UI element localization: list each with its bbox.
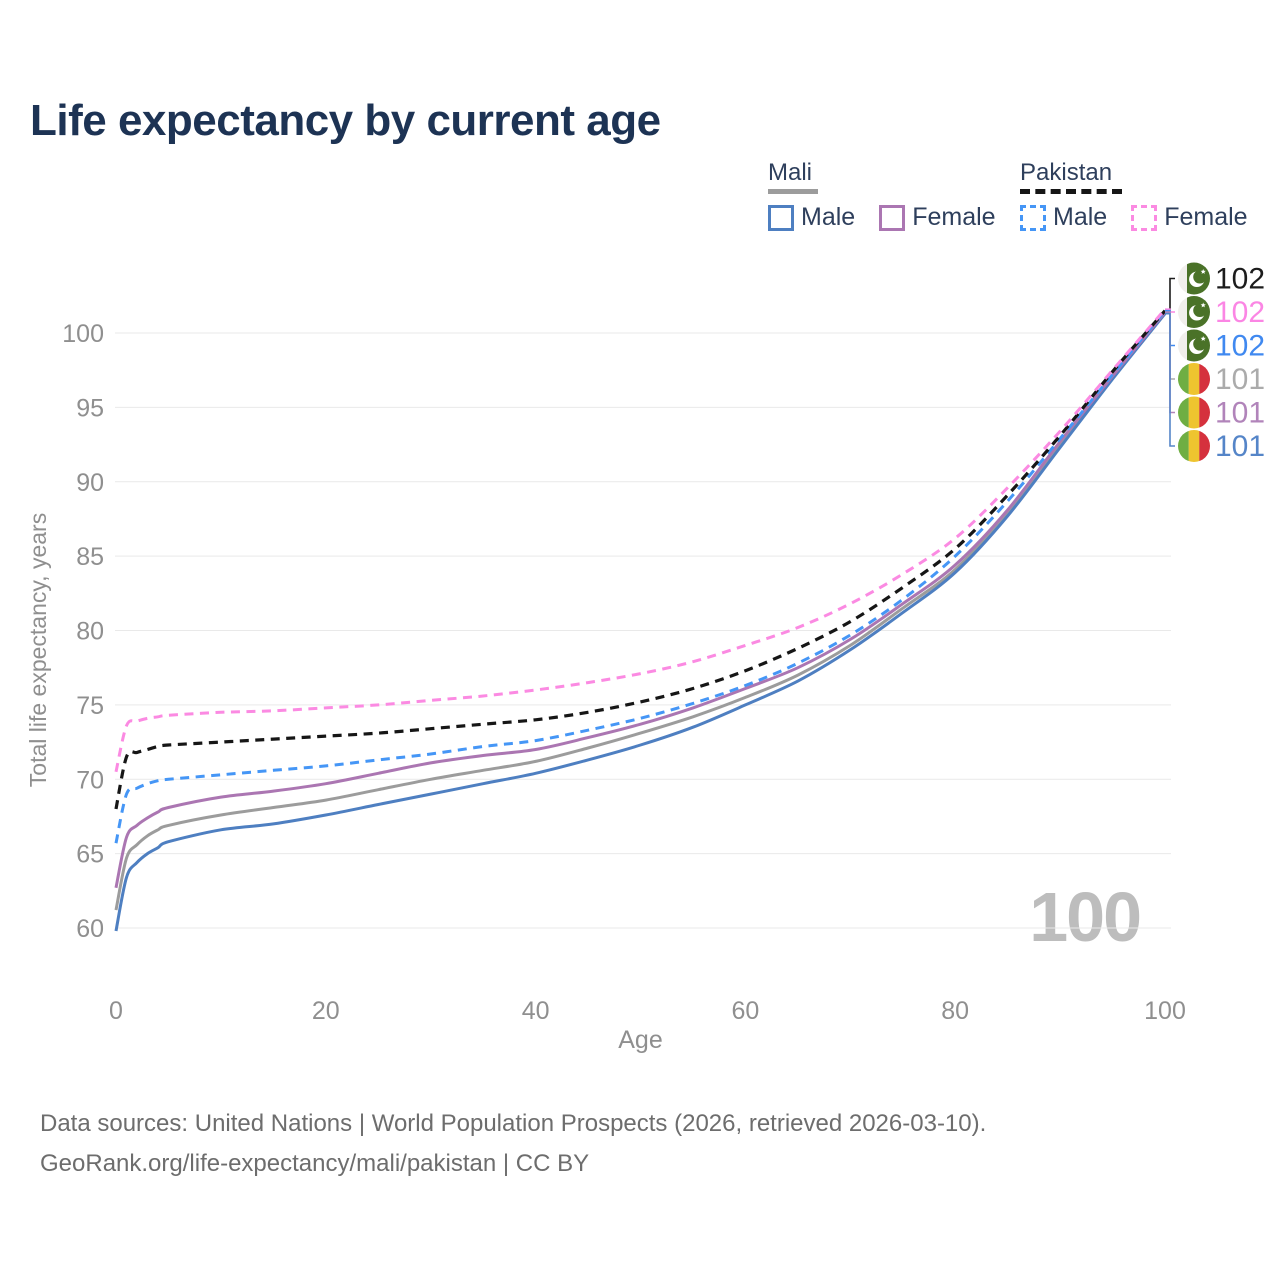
end-label-value-pakistan-both: 102 [1215, 263, 1265, 296]
x-tick-label-20: 20 [312, 997, 340, 1025]
age-watermark: 100 [1029, 878, 1140, 956]
x-tick-label-40: 40 [522, 997, 550, 1025]
end-label-connector-mali-male [1165, 312, 1175, 447]
y-tick-label-60: 60 [76, 915, 104, 943]
x-tick-label-60: 60 [731, 997, 759, 1025]
flag-icon-pakistan [1178, 262, 1210, 295]
footer-attribution: GeoRank.org/life-expectancy/mali/pakista… [40, 1150, 590, 1177]
series-line-pakistan-male [114, 309, 1167, 844]
end-label-value-mali-both: 101 [1215, 363, 1265, 396]
y-tick-label-65: 65 [76, 841, 104, 869]
series-line-mali-female [114, 311, 1167, 889]
legend-pakistan-underline-dashed [1020, 189, 1122, 194]
end-label-value-pakistan-male: 102 [1215, 330, 1265, 363]
end-label-connector-pakistan-both [1165, 277, 1175, 312]
series-line-mali-both [114, 311, 1167, 911]
series-line-pakistan-both [114, 309, 1167, 810]
flag-icon-pakistan [1178, 296, 1210, 328]
x-axis-title: Age [618, 1026, 662, 1054]
y-tick-label-80: 80 [76, 618, 104, 646]
x-tick-label-80: 80 [941, 997, 969, 1025]
x-tick-label-0: 0 [109, 997, 123, 1025]
flag-icon-pakistan [1178, 329, 1210, 362]
footer: Data sources: United Nations | World Pop… [40, 1104, 986, 1184]
end-label-value-mali-male: 101 [1215, 430, 1265, 463]
flag-icon-mali [1178, 396, 1210, 429]
legend-item-pakistan-female[interactable]: Female [1131, 203, 1248, 232]
legend-pakistan-female-label: Female [1164, 203, 1248, 231]
flag-icon-mali [1178, 430, 1210, 462]
end-label-value-pakistan-female: 102 [1215, 296, 1265, 329]
footer-data-sources: Data sources: United Nations | World Pop… [40, 1110, 987, 1137]
y-tick-label-100: 100 [62, 320, 104, 348]
legend-mali-country-label: Mali [768, 159, 813, 186]
legend-mali: Mali Male Female [768, 160, 996, 232]
legend-mali-underline-solid [768, 189, 818, 194]
y-tick-label-95: 95 [76, 394, 104, 422]
pakistan-female-swatch-icon [1131, 204, 1158, 231]
legend-mali-male-label: Male [801, 203, 856, 231]
legend-pakistan: Pakistan Male Female [1020, 160, 1248, 232]
flag-icon-mali [1178, 363, 1210, 395]
mali-female-swatch-icon [879, 204, 906, 231]
legend-item-mali-female[interactable]: Female [879, 203, 996, 232]
legend-mali-female-label: Female [912, 203, 996, 231]
series-line-pakistan-female [114, 308, 1167, 773]
y-tick-label-85: 85 [76, 543, 104, 571]
y-tick-label-90: 90 [76, 469, 104, 497]
end-label-value-mali-female: 101 [1215, 397, 1265, 430]
series-line-mali-male [114, 312, 1167, 932]
page-title: Life expectancy by current age [30, 96, 661, 145]
y-tick-label-75: 75 [76, 692, 104, 720]
legend-pakistan-country-label: Pakistan [1020, 159, 1113, 186]
x-tick-label-100: 100 [1144, 997, 1186, 1025]
legend-item-mali-male[interactable]: Male [768, 203, 855, 232]
legend-pakistan-male-label: Male [1053, 203, 1108, 231]
y-tick-label-70: 70 [76, 766, 104, 794]
legend-item-pakistan-male[interactable]: Male [1020, 203, 1107, 232]
pakistan-male-swatch-icon [1020, 204, 1046, 231]
mali-male-swatch-icon [768, 204, 794, 231]
y-axis-title: Total life expectancy, years [25, 513, 51, 787]
